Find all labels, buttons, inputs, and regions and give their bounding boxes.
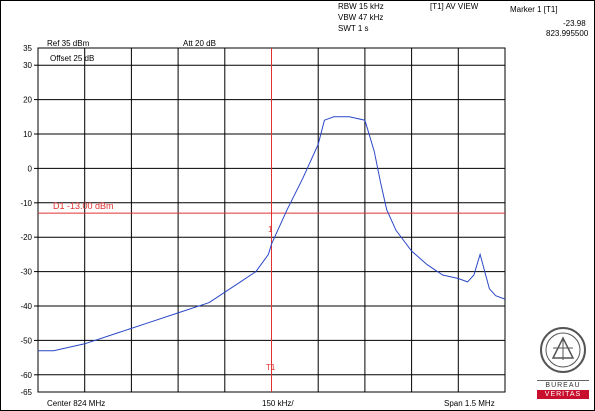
- y-tick-label: -50: [20, 336, 32, 345]
- display-line-label: D1 -13.00 dBm: [53, 201, 114, 211]
- marker-title: Marker 1 [T1]: [510, 5, 558, 14]
- y-tick-label: -40: [20, 302, 32, 311]
- y-tick-label: 30: [23, 61, 32, 70]
- vbw-setting: VBW 47 kHz: [338, 13, 384, 22]
- y-bottom-label: -65: [20, 388, 32, 397]
- span: Span 1.5 MHz: [444, 399, 495, 408]
- marker-level: -23.98: [563, 19, 586, 28]
- y-axis-ticks: 30 20 10 0 -10 -20 -30 -40 -50 -60 35 -65: [20, 44, 38, 397]
- center-frequency: Center 824 MHz: [47, 399, 106, 408]
- y-tick-label: -20: [20, 233, 32, 242]
- y-tick-label: -10: [20, 199, 32, 208]
- y-tick-label: 10: [23, 130, 32, 139]
- reference-level: Ref 35 dBm: [47, 39, 90, 48]
- logo-seal-icon: [540, 327, 586, 373]
- frequency-per-division: 150 kHz/: [262, 399, 294, 408]
- y-tick-label: -30: [20, 268, 32, 277]
- marker-number-label: 1: [268, 225, 273, 234]
- attenuation: Att 20 dB: [183, 39, 216, 48]
- logo-top-text: BUREAU: [537, 380, 589, 390]
- marker-frequency: 823.995500: [546, 29, 589, 38]
- trace-mode-label: [T1] AV VIEW: [430, 2, 479, 11]
- marker-bottom-label: T1: [266, 363, 276, 372]
- y-tick-label: -60: [20, 371, 32, 380]
- trace-line: [38, 116, 506, 352]
- offset-label: Offset 25 dB: [50, 54, 95, 63]
- y-tick-label: 20: [23, 96, 32, 105]
- logo-bottom-text: VERITAS: [537, 390, 589, 399]
- rbw-setting: RBW 15 kHz: [338, 2, 384, 11]
- y-tick-label: 0: [28, 164, 33, 173]
- sweep-time-setting: SWT 1 s: [338, 24, 369, 33]
- bureau-veritas-logo: BUREAU VERITAS: [537, 322, 589, 406]
- y-top-label: 35: [23, 44, 32, 53]
